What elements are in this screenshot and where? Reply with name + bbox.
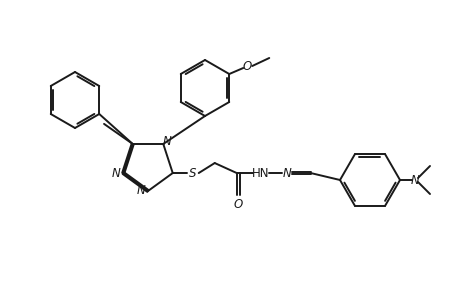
Text: O: O [233,197,242,211]
Text: HN: HN [252,167,269,179]
Text: S: S [189,167,196,179]
Text: O: O [242,59,252,73]
Text: N: N [410,173,419,187]
Text: N: N [136,184,145,197]
Text: N: N [162,136,171,148]
Text: N: N [282,167,291,179]
Text: N: N [112,167,120,179]
